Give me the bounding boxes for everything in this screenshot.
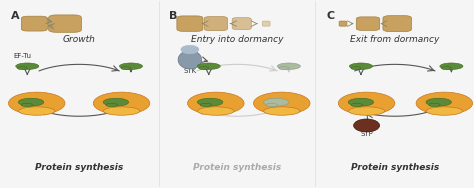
Ellipse shape [16, 63, 39, 69]
Ellipse shape [354, 119, 380, 132]
Ellipse shape [254, 92, 310, 114]
Ellipse shape [18, 107, 55, 115]
Ellipse shape [188, 92, 244, 114]
Ellipse shape [338, 92, 395, 114]
Ellipse shape [264, 107, 300, 115]
Ellipse shape [197, 63, 220, 69]
Ellipse shape [18, 67, 27, 70]
FancyBboxPatch shape [48, 15, 82, 32]
Ellipse shape [266, 103, 277, 107]
Ellipse shape [181, 45, 199, 54]
Text: Entry into dormancy: Entry into dormancy [191, 35, 283, 44]
Ellipse shape [197, 98, 223, 106]
Ellipse shape [103, 107, 140, 115]
FancyBboxPatch shape [383, 16, 411, 32]
Ellipse shape [349, 63, 373, 69]
Text: C: C [327, 11, 335, 21]
Ellipse shape [264, 98, 289, 106]
Ellipse shape [119, 63, 143, 69]
Ellipse shape [198, 107, 234, 115]
FancyBboxPatch shape [232, 18, 251, 30]
Ellipse shape [200, 103, 211, 107]
Ellipse shape [429, 103, 440, 107]
Text: Exit from dormancy: Exit from dormancy [350, 35, 439, 44]
Text: Protein synthesis: Protein synthesis [35, 163, 123, 172]
Text: Protein synthesis: Protein synthesis [351, 163, 439, 172]
Ellipse shape [351, 67, 361, 70]
Ellipse shape [93, 92, 150, 114]
Ellipse shape [106, 103, 117, 107]
Ellipse shape [9, 92, 65, 114]
Ellipse shape [426, 107, 463, 115]
Text: EF-Tu: EF-Tu [13, 53, 31, 59]
Ellipse shape [416, 92, 473, 114]
Ellipse shape [351, 103, 362, 107]
Ellipse shape [440, 63, 463, 69]
Ellipse shape [441, 67, 451, 70]
Ellipse shape [21, 103, 33, 107]
Ellipse shape [178, 50, 201, 69]
Text: Growth: Growth [63, 35, 96, 44]
Ellipse shape [103, 98, 128, 106]
Ellipse shape [348, 107, 385, 115]
Text: A: A [11, 11, 19, 21]
Text: STP: STP [360, 131, 373, 137]
Ellipse shape [277, 63, 301, 69]
Ellipse shape [199, 67, 209, 70]
Text: STK: STK [183, 68, 196, 74]
Ellipse shape [279, 67, 289, 70]
FancyBboxPatch shape [262, 21, 270, 26]
Text: Protein synthesis: Protein synthesis [193, 163, 281, 172]
Ellipse shape [121, 67, 131, 70]
FancyBboxPatch shape [356, 17, 380, 30]
FancyBboxPatch shape [21, 16, 47, 31]
FancyBboxPatch shape [339, 21, 347, 26]
Ellipse shape [18, 98, 44, 106]
FancyBboxPatch shape [177, 16, 203, 31]
FancyBboxPatch shape [204, 17, 228, 31]
Ellipse shape [426, 98, 451, 106]
Text: B: B [169, 11, 177, 21]
Ellipse shape [348, 98, 374, 106]
